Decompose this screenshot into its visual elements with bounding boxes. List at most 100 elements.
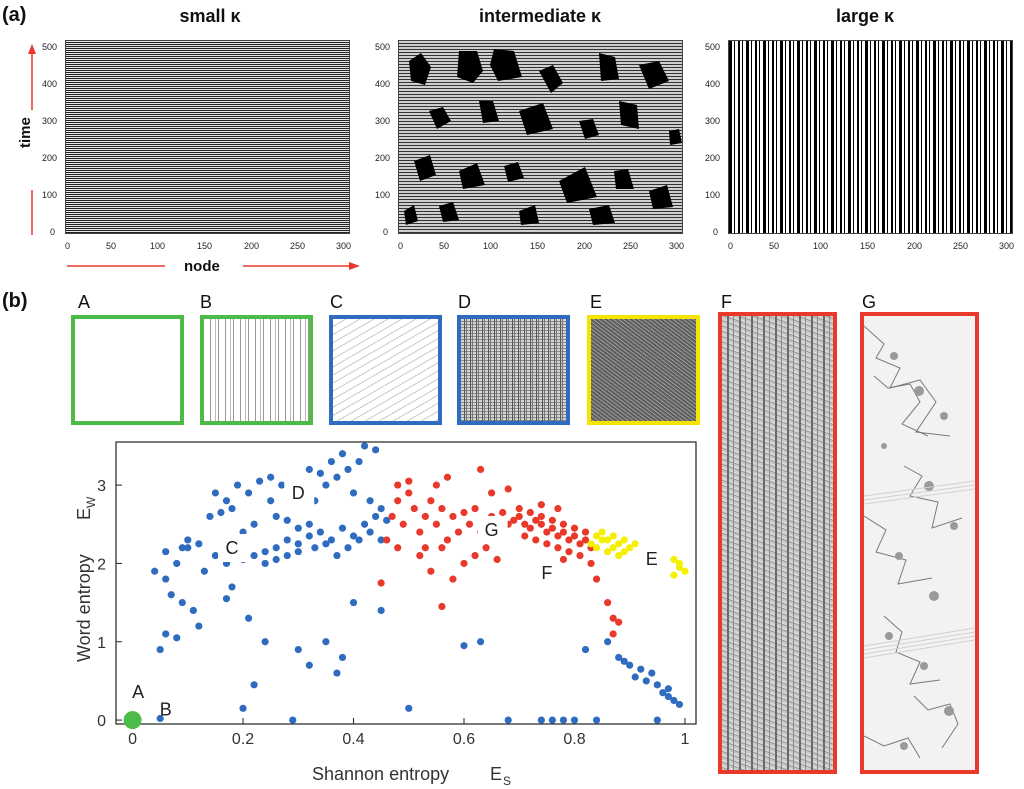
thumb-label-f: F — [721, 292, 732, 312]
point-yellow — [609, 544, 617, 552]
point-blue — [349, 489, 358, 497]
point-blue — [372, 446, 380, 454]
point-red — [576, 551, 584, 560]
point-red — [416, 528, 424, 536]
point-red — [454, 528, 463, 536]
point-blue — [305, 661, 313, 669]
point-blue — [151, 567, 159, 575]
point-blue — [189, 606, 197, 615]
point-red — [438, 602, 446, 611]
x-tick: 100 — [813, 241, 829, 251]
point-blue — [377, 504, 385, 513]
point-blue — [653, 681, 661, 689]
point-red — [476, 465, 485, 474]
y-tick: 300 — [375, 116, 391, 126]
x-tick: 150 — [197, 241, 213, 251]
y-tick: 0 — [713, 227, 719, 237]
annotation-backdrop — [218, 534, 248, 563]
point-red — [554, 504, 562, 513]
point-blue — [377, 606, 385, 615]
annotation-backdrop — [637, 544, 668, 573]
point-blue — [272, 512, 280, 521]
point-red — [543, 540, 551, 548]
y-tick: 500 — [375, 42, 391, 52]
point-blue — [283, 536, 291, 544]
point-red — [443, 536, 452, 544]
intermediate-blobs — [404, 49, 682, 225]
x-tick-label: 0.6 — [453, 731, 475, 748]
point-red — [604, 598, 612, 607]
point-blue — [377, 536, 385, 544]
point-red — [548, 516, 556, 524]
point-yellow — [587, 540, 595, 548]
point-blue — [537, 716, 545, 724]
point-blue — [366, 497, 374, 505]
point-blue — [333, 551, 341, 560]
thumb-label-e: E — [590, 292, 603, 312]
annotation-backdrop — [284, 479, 315, 508]
point-blue — [322, 638, 330, 646]
point-blue — [244, 614, 253, 622]
point-blue — [338, 524, 347, 532]
point-blue — [360, 442, 369, 450]
point-red — [565, 536, 573, 544]
pattern-small-kappa — [65, 40, 350, 234]
y-tick: 200 — [42, 153, 58, 163]
panel-a-x-ticks: 0 50 100 150 200 250 300 0 50 100 150 20… — [0, 241, 1024, 253]
point-blue — [316, 469, 324, 477]
title-small-kappa: small κ — [179, 6, 241, 26]
point-red — [537, 512, 545, 521]
point-yellow — [681, 567, 689, 575]
point-red — [399, 520, 407, 528]
point-blue — [360, 520, 369, 528]
point-blue — [162, 575, 170, 583]
y-tick-label: 1 — [97, 635, 106, 652]
x-tick: 200 — [907, 241, 923, 251]
point-blue — [195, 622, 203, 630]
time-axis-arrow — [28, 44, 36, 235]
point-red — [559, 520, 568, 528]
point-red — [537, 501, 545, 509]
annotation-C: C — [226, 538, 239, 558]
point-blue — [272, 544, 280, 552]
thumb-label-g: G — [862, 292, 877, 312]
pattern-large-kappa — [728, 40, 1013, 234]
point-red — [521, 520, 529, 528]
point-blue — [355, 457, 363, 466]
point-yellow — [604, 536, 612, 544]
point-blue — [631, 673, 639, 681]
point-blue — [305, 520, 313, 528]
point-blue — [615, 653, 623, 662]
scatter-chart: 0 0.2 0.4 0.6 0.8 1 0 1 2 3 AB C D G F E Shannon entro… — [74, 441, 697, 788]
point-blue — [173, 634, 181, 642]
point-red — [482, 544, 490, 552]
x-tick: 250 — [290, 241, 306, 251]
point-red — [581, 528, 590, 536]
point-yellow — [675, 559, 684, 568]
y-tick: 400 — [42, 79, 58, 89]
point-yellow — [620, 548, 628, 556]
point-red — [554, 544, 562, 552]
point-blue — [256, 477, 264, 485]
point-red — [521, 532, 529, 540]
point-blue — [311, 544, 319, 552]
point-red — [499, 508, 507, 517]
point-red — [581, 536, 590, 544]
point-red — [570, 524, 579, 532]
plot-frame — [115, 441, 697, 725]
pattern-intermediate-kappa — [398, 40, 683, 234]
point-blue — [211, 489, 220, 497]
point-blue — [162, 548, 170, 556]
point-yellow — [604, 548, 612, 556]
point-red — [394, 481, 402, 489]
point-red — [443, 473, 452, 481]
point-red — [427, 567, 435, 575]
point-blue — [338, 450, 347, 458]
point-blue — [294, 540, 302, 548]
point-red — [471, 504, 479, 513]
point-red — [405, 477, 413, 485]
point-red — [427, 497, 435, 505]
point-blue — [267, 473, 275, 481]
point-red — [416, 551, 424, 560]
point-red — [394, 497, 402, 505]
